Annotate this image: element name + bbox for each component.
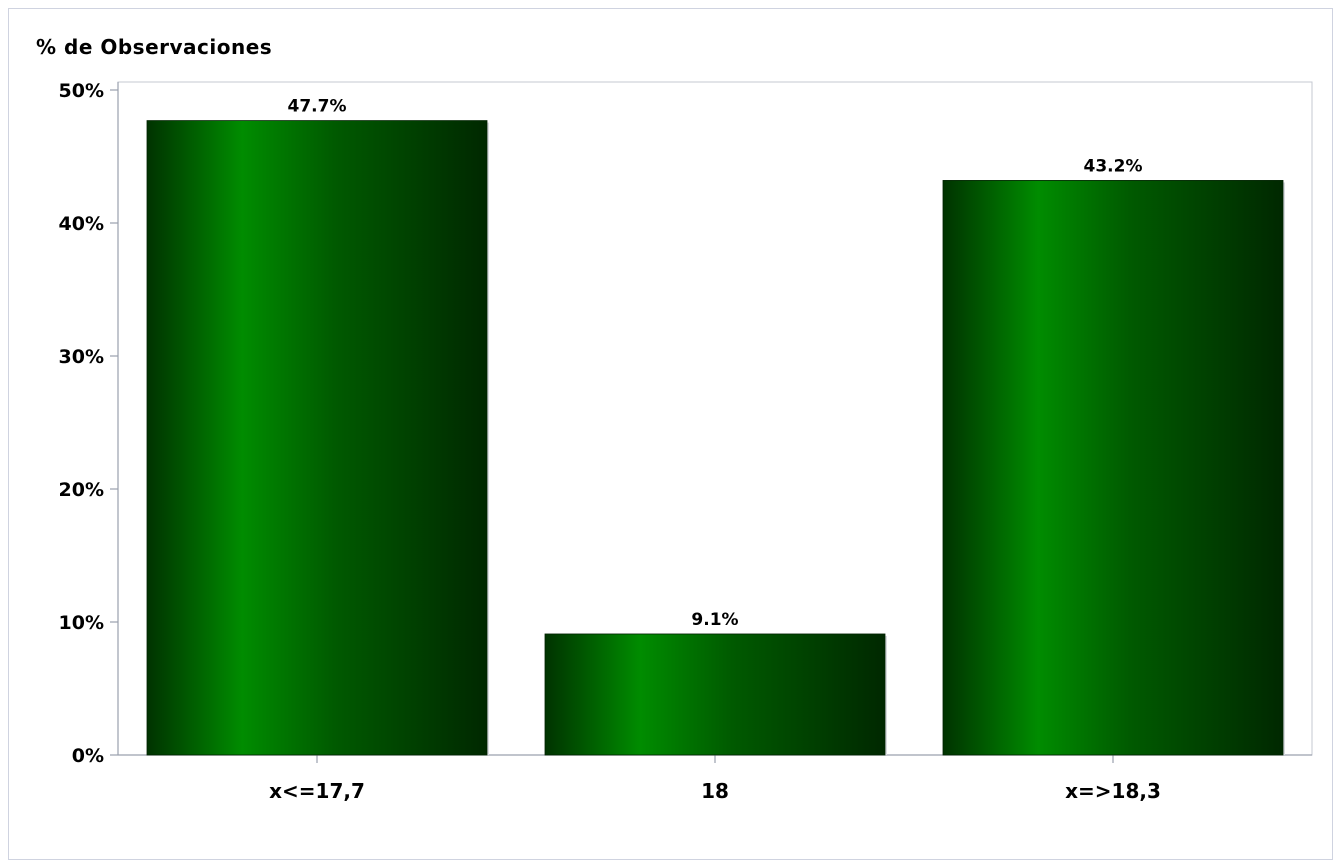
bar — [942, 180, 1284, 756]
y-tick-label: 40% — [59, 213, 104, 235]
x-tick-label: x=>18,3 — [1065, 779, 1161, 803]
bar — [146, 120, 488, 756]
y-tick-label: 0% — [72, 745, 104, 767]
y-axis-label: % de Observaciones — [36, 35, 272, 59]
y-tick-label: 20% — [59, 479, 104, 501]
data-label: 9.1% — [691, 610, 738, 630]
y-tick-label: 10% — [59, 612, 104, 634]
data-label: 43.2% — [1084, 156, 1143, 176]
y-tick-label: 30% — [59, 346, 104, 368]
data-label: 47.7% — [288, 97, 347, 117]
x-tick-label: x<=17,7 — [269, 779, 365, 803]
bar — [544, 633, 886, 756]
y-tick-label: 50% — [59, 80, 104, 102]
x-tick-label: 18 — [701, 779, 729, 803]
